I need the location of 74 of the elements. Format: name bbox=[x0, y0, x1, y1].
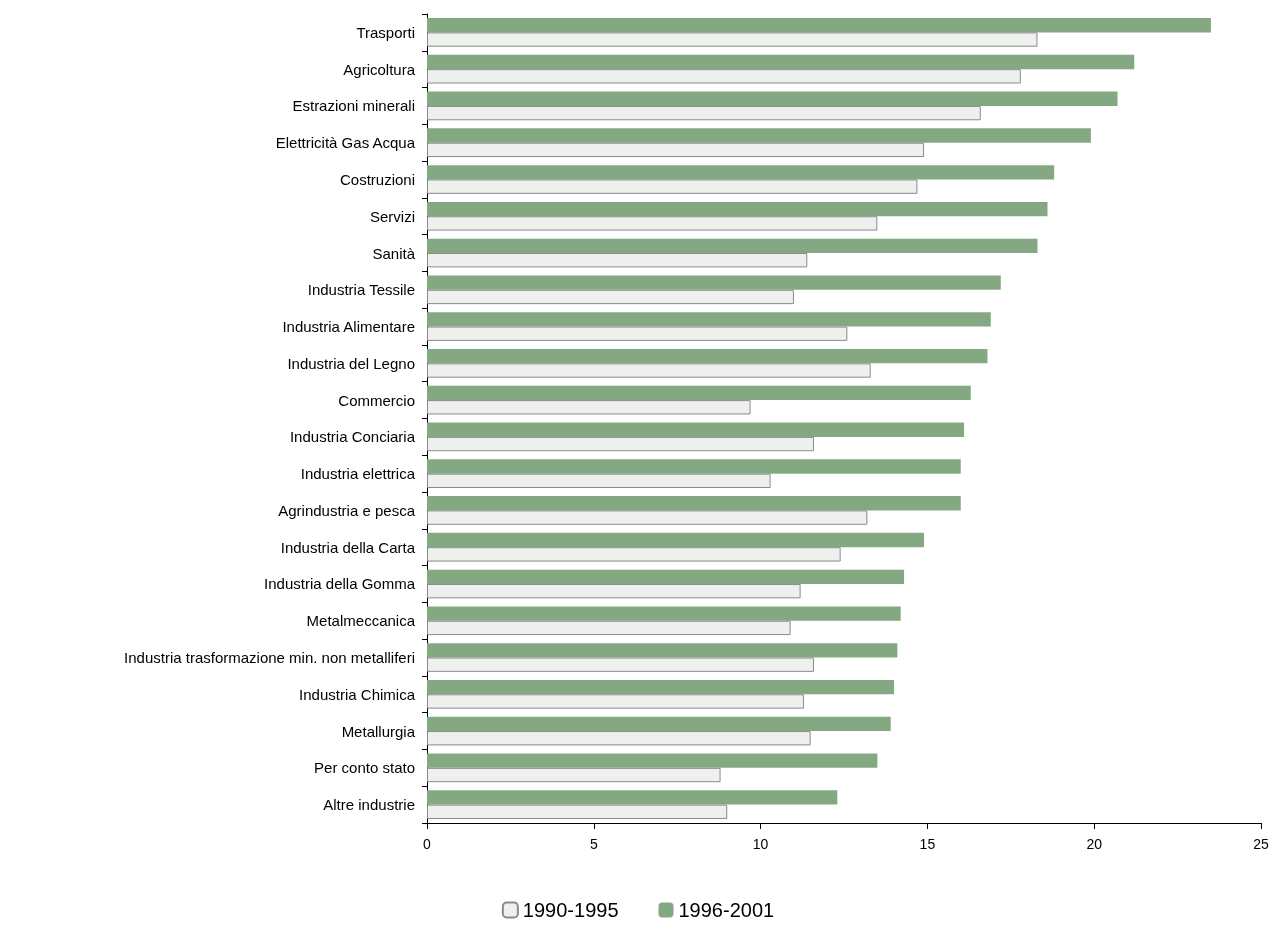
bar bbox=[427, 459, 961, 474]
bar bbox=[427, 606, 901, 621]
bar bbox=[427, 643, 898, 658]
bar bbox=[427, 569, 905, 584]
y-tick-label: Sanità bbox=[372, 244, 416, 262]
bar bbox=[427, 312, 991, 327]
y-tick-label: Metallurgia bbox=[341, 722, 416, 740]
y-tick-label: Costruzioni bbox=[339, 170, 415, 188]
bar bbox=[427, 238, 1038, 254]
bar bbox=[427, 753, 878, 768]
bar bbox=[427, 349, 988, 364]
bar bbox=[427, 253, 808, 268]
y-tick-label: Trasporti bbox=[356, 23, 415, 41]
y-tick-label: Industria Chimica bbox=[299, 685, 416, 703]
bar bbox=[427, 179, 918, 194]
legend-label: 1996-2001 bbox=[678, 899, 775, 921]
bar bbox=[427, 142, 925, 158]
bar bbox=[427, 694, 804, 709]
bar bbox=[427, 679, 895, 695]
bar bbox=[427, 128, 1091, 143]
bar bbox=[427, 216, 878, 231]
x-tick-label: 5 bbox=[589, 836, 598, 852]
bar bbox=[427, 532, 925, 548]
bar bbox=[427, 69, 1021, 84]
x-tick-label: 0 bbox=[423, 836, 432, 852]
bar bbox=[427, 620, 791, 636]
bar bbox=[427, 18, 1211, 33]
legend-label: 1990-1995 bbox=[522, 899, 619, 921]
x-tick-label: 15 bbox=[919, 836, 936, 852]
y-tick-label: Elettricità Gas Acqua bbox=[275, 134, 416, 152]
y-tick-label: Estrazioni minerali bbox=[292, 97, 415, 115]
y-tick-label: Industria elettrica bbox=[300, 465, 416, 483]
x-tick-label: 25 bbox=[1253, 836, 1269, 852]
y-tick-label: Per conto stato bbox=[314, 759, 415, 777]
bar bbox=[427, 400, 751, 415]
y-tick-label: Industria trasformazione min. non metalliferi bbox=[124, 649, 415, 667]
bar bbox=[427, 473, 771, 488]
bar bbox=[427, 363, 871, 378]
bar bbox=[427, 54, 1135, 70]
bar bbox=[427, 436, 814, 452]
bar bbox=[427, 289, 794, 305]
bar bbox=[427, 165, 1055, 180]
y-tick-label: Industria della Carta bbox=[280, 538, 416, 556]
y-tick-label: Agricoltura bbox=[343, 60, 416, 78]
y-tick-label: Agrindustria e pesca bbox=[278, 501, 416, 519]
bar bbox=[427, 32, 1038, 47]
bar bbox=[427, 547, 841, 562]
y-tick-label: Industria del Legno bbox=[287, 354, 415, 372]
y-tick-label: Industria della Gomma bbox=[264, 575, 416, 593]
bar bbox=[427, 657, 814, 672]
bar bbox=[427, 790, 838, 805]
bar bbox=[427, 716, 891, 732]
y-tick-label: Industria Conciaria bbox=[289, 428, 416, 446]
y-tick-label: Industria Alimentare bbox=[282, 318, 415, 336]
bar bbox=[427, 767, 721, 783]
bar bbox=[427, 510, 868, 525]
y-tick-label: Commercio bbox=[338, 391, 415, 409]
bar bbox=[427, 385, 971, 401]
bar bbox=[427, 91, 1118, 106]
x-tick-label: 20 bbox=[1086, 836, 1103, 852]
bar bbox=[427, 731, 811, 746]
bar bbox=[427, 201, 1048, 217]
bar bbox=[427, 105, 981, 121]
bar bbox=[427, 583, 801, 599]
bar bbox=[427, 422, 965, 437]
bar bbox=[427, 275, 1001, 290]
x-tick-label: 10 bbox=[752, 836, 769, 852]
y-tick-label: Industria Tessile bbox=[307, 281, 415, 299]
y-tick-label: Metalmeccanica bbox=[306, 612, 416, 630]
bar bbox=[427, 496, 961, 511]
bar bbox=[427, 804, 728, 819]
bar bbox=[427, 326, 848, 341]
y-tick-label: Altre industrie bbox=[323, 796, 415, 814]
y-tick-label: Servizi bbox=[369, 207, 415, 225]
